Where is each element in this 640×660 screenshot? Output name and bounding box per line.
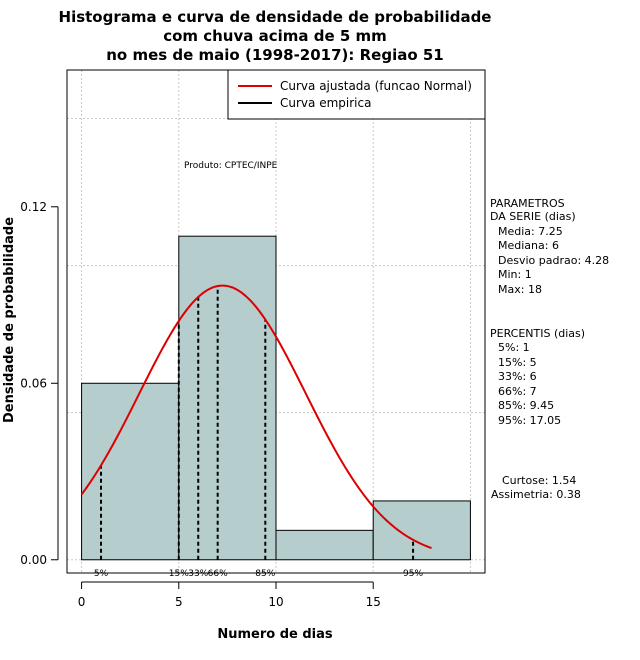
y-tick-label: 0.00 (20, 553, 47, 567)
x-axis-title: Numero de dias (217, 627, 333, 642)
percentil-15: 15%: 5 (498, 356, 537, 369)
chart-title-line-2: com chuva acima de 5 mm (163, 27, 387, 45)
curtose: Curtose: 1.54 (502, 474, 576, 487)
chart-title-line-1: Histograma e curva de densidade de proba… (59, 8, 492, 26)
y-tick-label: 0.12 (20, 200, 47, 214)
legend-label-fit: Curva ajustada (funcao Normal) (280, 79, 472, 93)
legend-label-empirical: Curva empirica (280, 96, 371, 110)
percentile-label: 5% (94, 569, 109, 579)
y-tick-label: 0.06 (20, 376, 47, 390)
percentile-lines (100, 286, 415, 560)
chart-title-line-3: no mes de maio (1998-2017): Regiao 51 (106, 46, 444, 64)
legend: Curva ajustada (funcao Normal) Curva emp… (227, 69, 486, 120)
x-tick-label: 0 (78, 595, 86, 609)
product-annotation: Produto: CPTEC/INPE (184, 161, 278, 171)
percentile-label: 33% (188, 569, 208, 579)
assimetria: Assimetria: 0.38 (491, 488, 581, 501)
percentile-labels: 5% 15% 33% 66% 85% 95% (94, 569, 424, 579)
percentil-66: 66%: 7 (498, 385, 537, 398)
percentil-85: 85%: 9.45 (498, 399, 554, 412)
x-axis: 0 5 10 15 (78, 581, 381, 609)
histogram-bar (372, 500, 471, 561)
param-max: Max: 18 (498, 283, 542, 296)
percentis-header: PERCENTIS (dias) (490, 327, 585, 340)
percentile-label: 66% (208, 569, 228, 579)
param-desvio: Desvio padrao: 4.28 (498, 254, 609, 267)
param-media: Media: 7.25 (498, 225, 563, 238)
histogram-bar (178, 235, 277, 561)
legend-box (227, 69, 486, 120)
params-header-2: DA SERIE (dias) (490, 210, 576, 223)
percentile-label: 95% (403, 569, 423, 579)
x-tick-label: 15 (366, 595, 381, 609)
histogram-bars (81, 235, 471, 561)
y-axis-title: Densidade de probabilidade (2, 217, 17, 423)
param-min: Min: 1 (498, 268, 532, 281)
statistics-panel: PARAMETROS DA SERIE (dias) Media: 7.25 M… (490, 197, 609, 501)
histogram-bar (275, 529, 374, 561)
percentil-95: 95%: 17.05 (498, 414, 561, 427)
percentile-label: 85% (255, 569, 275, 579)
normal-fit-curve (80, 284, 432, 550)
percentil-33: 33%: 6 (498, 370, 537, 383)
percentil-5: 5%: 1 (498, 341, 530, 354)
x-tick-label: 10 (268, 595, 283, 609)
params-header-1: PARAMETROS (490, 197, 565, 210)
y-axis: 0.00 0.06 0.12 (20, 200, 59, 567)
param-mediana: Mediana: 6 (498, 239, 559, 252)
chart-title: Histograma e curva de densidade de proba… (59, 8, 492, 64)
percentile-label: 15% (169, 569, 189, 579)
x-tick-label: 5 (175, 595, 183, 609)
